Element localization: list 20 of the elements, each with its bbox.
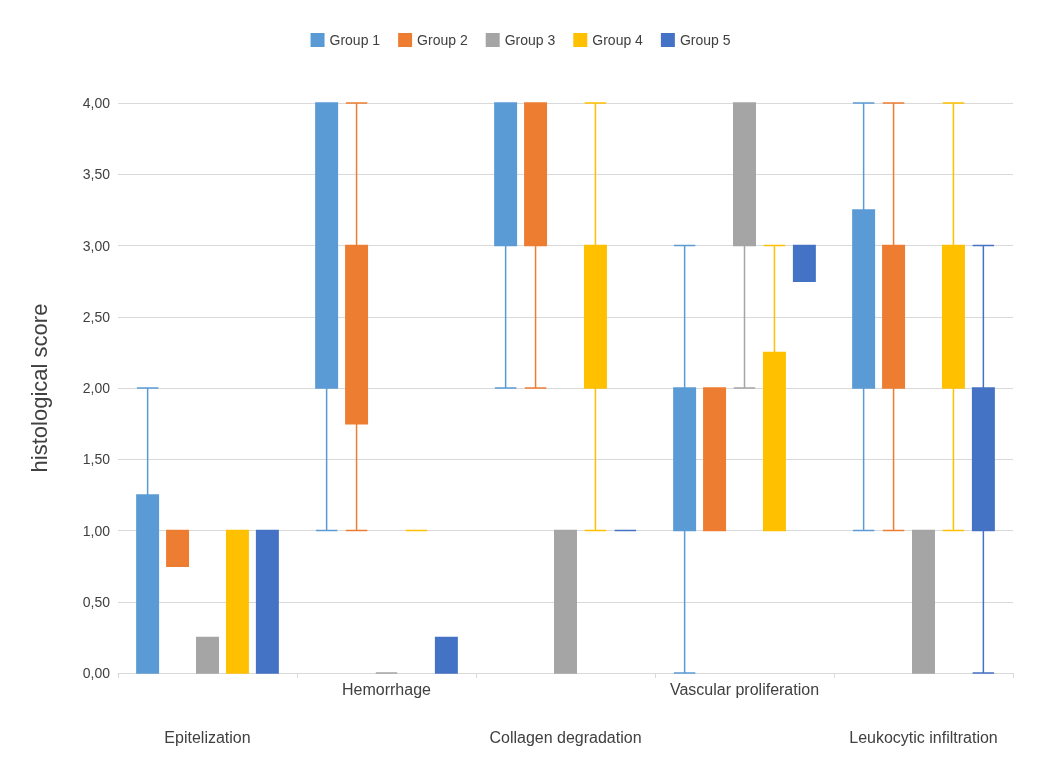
y-tick-label: 1,50: [82, 451, 111, 468]
y-tick-label: 1,00: [82, 522, 111, 539]
x-tick-label: Leukocytic infiltration: [849, 728, 998, 746]
legend-label: Group 4: [592, 32, 644, 48]
y-tick-label: 0,50: [82, 593, 111, 610]
y-tick-label: 2,50: [82, 308, 111, 325]
y-tick-label: 0,00: [82, 665, 111, 681]
legend-label: Group 1: [329, 32, 381, 48]
x-tick-label: Vascular proliferation: [669, 680, 820, 698]
x-tick-label: Hemorrhage: [342, 680, 432, 698]
legend-label: Group 3: [504, 32, 556, 48]
y-tick-label: 2,00: [82, 380, 111, 396]
legend-label: Group 2: [417, 32, 468, 48]
y-tick-label: 3,50: [82, 166, 111, 183]
x-tick-label: Epitelization: [164, 728, 251, 746]
y-tick-label: 4,00: [82, 95, 111, 111]
y-axis-title: histological score: [26, 303, 52, 473]
legend-label: Group 5: [679, 32, 731, 48]
y-tick-label: 3,00: [82, 237, 111, 254]
x-tick-label: Collagen degradation: [489, 728, 642, 746]
